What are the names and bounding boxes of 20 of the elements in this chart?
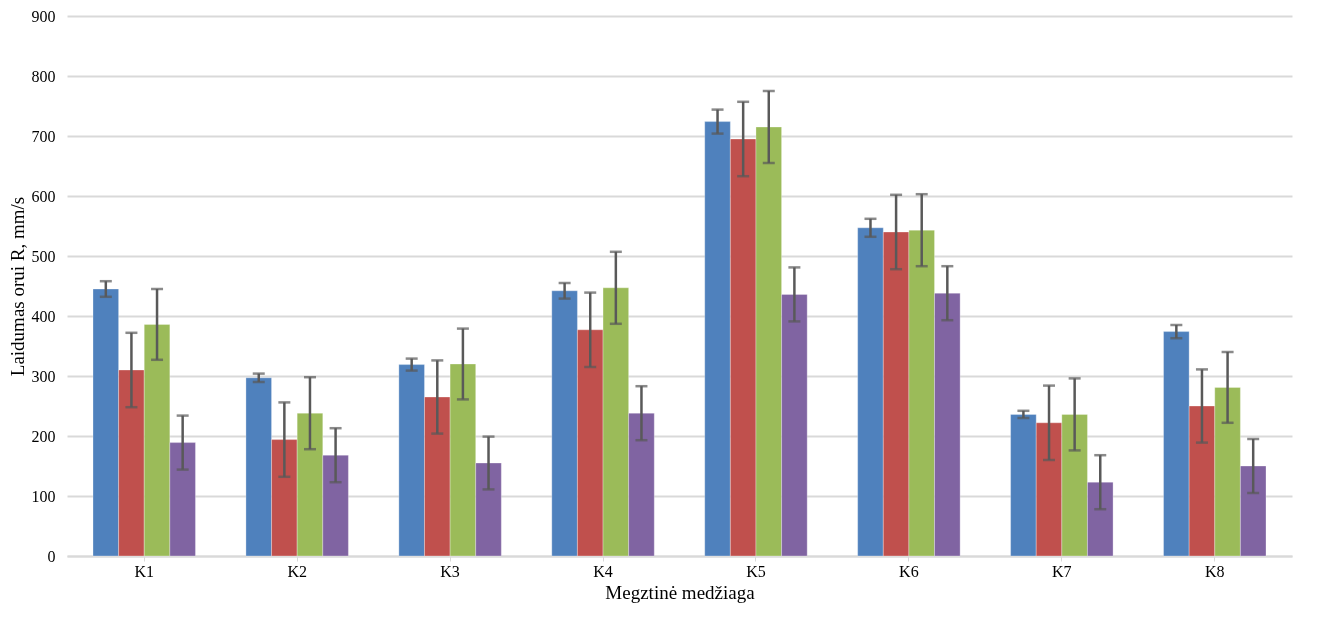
y-tick-label: 900 <box>31 7 56 25</box>
y-tick-label: 800 <box>31 67 56 85</box>
x-tick-label: K3 <box>440 562 460 580</box>
y-axis-title: Laidumas orui R, mm/s <box>6 196 28 377</box>
x-axis-title: Megztinė medžiaga <box>605 581 756 603</box>
y-tick-label: 500 <box>31 247 56 265</box>
x-tick-label: K1 <box>134 562 155 580</box>
x-tick-label: K5 <box>746 562 766 580</box>
y-tick-label: 400 <box>31 307 56 325</box>
y-tick-label: 600 <box>31 187 56 205</box>
y-tick-label: 200 <box>31 427 56 445</box>
x-tick-label: K8 <box>1204 562 1225 580</box>
y-tick-label: 0 <box>47 547 56 565</box>
y-tick-label: 300 <box>31 367 56 385</box>
x-tick-label: K2 <box>287 562 307 580</box>
y-tick-label: 100 <box>31 487 56 505</box>
y-tick-label: 700 <box>31 127 56 145</box>
x-tick-label: K4 <box>593 562 613 580</box>
x-tick-label: K6 <box>899 562 919 580</box>
x-tick-label: K7 <box>1052 562 1072 580</box>
